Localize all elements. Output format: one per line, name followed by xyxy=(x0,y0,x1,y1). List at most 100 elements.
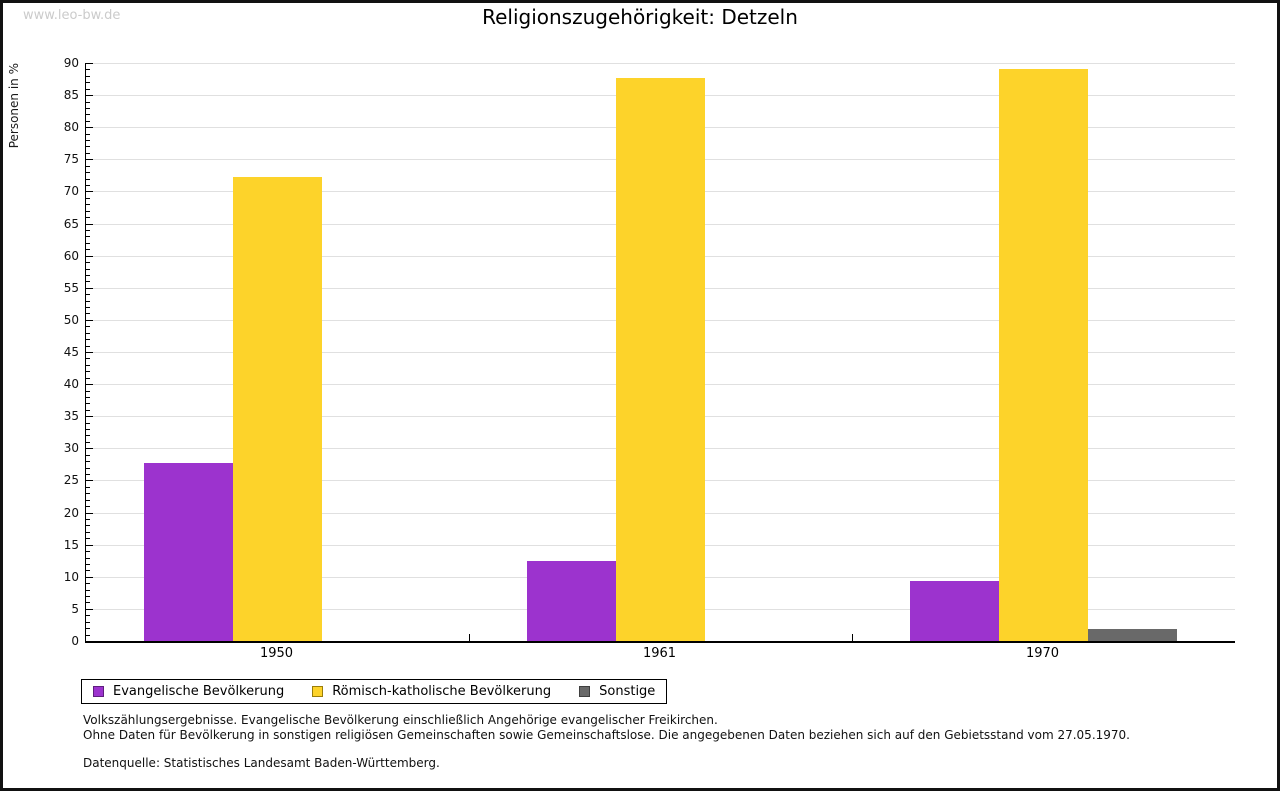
y-minor-tick-63 xyxy=(86,236,90,238)
y-major-tick-25 xyxy=(86,480,93,482)
bar-1970-sonstige xyxy=(1088,628,1177,641)
plot-area xyxy=(85,63,1235,643)
y-tick-label-85: 85 xyxy=(63,88,79,103)
y-major-tick-10 xyxy=(86,576,93,578)
y-minor-tick-28 xyxy=(86,461,90,463)
y-minor-tick-2 xyxy=(86,628,90,630)
y-minor-tick-72 xyxy=(86,178,90,180)
y-minor-tick-82 xyxy=(86,114,90,116)
y-major-tick-15 xyxy=(86,544,93,546)
y-minor-tick-17 xyxy=(86,531,90,533)
legend-swatch-sonstige xyxy=(579,686,591,697)
y-minor-tick-87 xyxy=(86,82,90,84)
footnotes: Volkszählungsergebnisse. Evangelische Be… xyxy=(83,713,1130,771)
bar-1961-evangelische xyxy=(527,561,616,641)
y-tick-label-40: 40 xyxy=(63,377,79,392)
y-major-tick-5 xyxy=(86,608,93,610)
y-minor-tick-44 xyxy=(86,358,90,360)
legend-item-römisch-katholische: Römisch-katholische Bevölkerung xyxy=(312,684,551,699)
y-minor-tick-39 xyxy=(86,390,90,392)
y-minor-tick-19 xyxy=(86,518,90,520)
legend-swatch-römisch-katholische xyxy=(312,686,324,697)
y-minor-tick-33 xyxy=(86,429,90,431)
y-major-tick-40 xyxy=(86,384,93,386)
y-minor-tick-16 xyxy=(86,538,90,540)
y-minor-tick-88 xyxy=(86,75,90,77)
x-category-label-1961: 1961 xyxy=(642,646,677,661)
y-minor-tick-69 xyxy=(86,197,90,199)
gridline-90 xyxy=(86,63,1235,64)
y-major-tick-70 xyxy=(86,191,93,193)
y-minor-tick-4 xyxy=(86,615,90,617)
y-major-tick-90 xyxy=(86,63,93,64)
y-tick-label-80: 80 xyxy=(63,120,79,135)
y-minor-tick-86 xyxy=(86,88,90,90)
chart-title: Religionszugehörigkeit: Detzeln xyxy=(482,5,798,29)
bar-1950-evangelische xyxy=(144,463,233,641)
y-major-tick-35 xyxy=(86,416,93,418)
y-minor-tick-77 xyxy=(86,146,90,148)
y-minor-tick-74 xyxy=(86,165,90,167)
y-tick-label-60: 60 xyxy=(63,248,79,263)
y-major-tick-45 xyxy=(86,352,93,353)
y-major-tick-20 xyxy=(86,512,93,514)
bar-1970-evangelische xyxy=(910,580,999,641)
y-tick-label-50: 50 xyxy=(63,312,79,327)
x-category-label-1970: 1970 xyxy=(1025,646,1060,661)
y-minor-tick-36 xyxy=(86,409,90,411)
y-minor-tick-76 xyxy=(86,152,90,154)
y-major-tick-60 xyxy=(86,255,93,257)
y-minor-tick-27 xyxy=(86,467,90,469)
y-minor-tick-3 xyxy=(86,621,90,623)
y-minor-tick-8 xyxy=(86,589,90,591)
y-minor-tick-38 xyxy=(86,396,90,398)
y-tick-label-90: 90 xyxy=(63,56,79,70)
y-minor-tick-24 xyxy=(86,486,90,488)
y-minor-tick-79 xyxy=(86,133,90,135)
footnote-line-2: Ohne Daten für Bevölkerung in sonstigen … xyxy=(83,728,1130,742)
bar-group-1970 xyxy=(852,63,1235,641)
y-tick-label-55: 55 xyxy=(63,280,79,295)
legend-item-sonstige: Sonstige xyxy=(579,684,655,699)
y-minor-tick-13 xyxy=(86,557,90,559)
legend-swatch-evangelische xyxy=(93,686,104,697)
y-tick-label-25: 25 xyxy=(63,473,79,488)
y-tick-label-70: 70 xyxy=(63,184,79,199)
y-minor-tick-58 xyxy=(86,268,90,270)
x-tick-1 xyxy=(469,634,470,641)
y-major-tick-85 xyxy=(86,95,93,97)
y-minor-tick-26 xyxy=(86,474,90,476)
y-major-tick-55 xyxy=(86,287,93,289)
y-tick-label-15: 15 xyxy=(63,537,79,552)
y-minor-tick-22 xyxy=(86,499,90,501)
x-tick-2 xyxy=(852,634,853,641)
y-minor-tick-37 xyxy=(86,403,90,405)
y-tick-label-5: 5 xyxy=(71,601,79,616)
y-tick-label-30: 30 xyxy=(63,441,79,456)
y-tick-label-20: 20 xyxy=(63,505,79,520)
y-minor-tick-48 xyxy=(86,332,90,334)
y-minor-tick-46 xyxy=(86,345,90,347)
y-minor-tick-12 xyxy=(86,563,90,565)
y-minor-tick-18 xyxy=(86,525,90,527)
y-minor-tick-9 xyxy=(86,583,90,585)
data-source-line: Datenquelle: Statistisches Landesamt Bad… xyxy=(83,756,440,770)
legend-label: Römisch-katholische Bevölkerung xyxy=(332,684,552,699)
y-minor-tick-43 xyxy=(86,364,90,366)
y-minor-tick-57 xyxy=(86,274,90,276)
bar-group-1961 xyxy=(469,63,852,641)
y-axis-label: Personen in % xyxy=(7,63,21,149)
footnote-line-1: Volkszählungsergebnisse. Evangelische Be… xyxy=(83,713,718,727)
y-minor-tick-59 xyxy=(86,262,90,264)
bar-1950-römisch-katholische xyxy=(233,176,322,641)
legend-item-evangelische: Evangelische Bevölkerung xyxy=(93,684,284,699)
y-minor-tick-67 xyxy=(86,210,90,212)
bar-1961-römisch-katholische xyxy=(616,78,705,641)
y-minor-tick-42 xyxy=(86,371,90,373)
y-minor-tick-32 xyxy=(86,435,90,437)
y-minor-tick-52 xyxy=(86,307,90,309)
y-minor-tick-64 xyxy=(86,229,90,231)
x-category-label-1950: 1950 xyxy=(259,646,294,661)
y-minor-tick-66 xyxy=(86,217,90,219)
y-tick-label-10: 10 xyxy=(63,569,79,584)
